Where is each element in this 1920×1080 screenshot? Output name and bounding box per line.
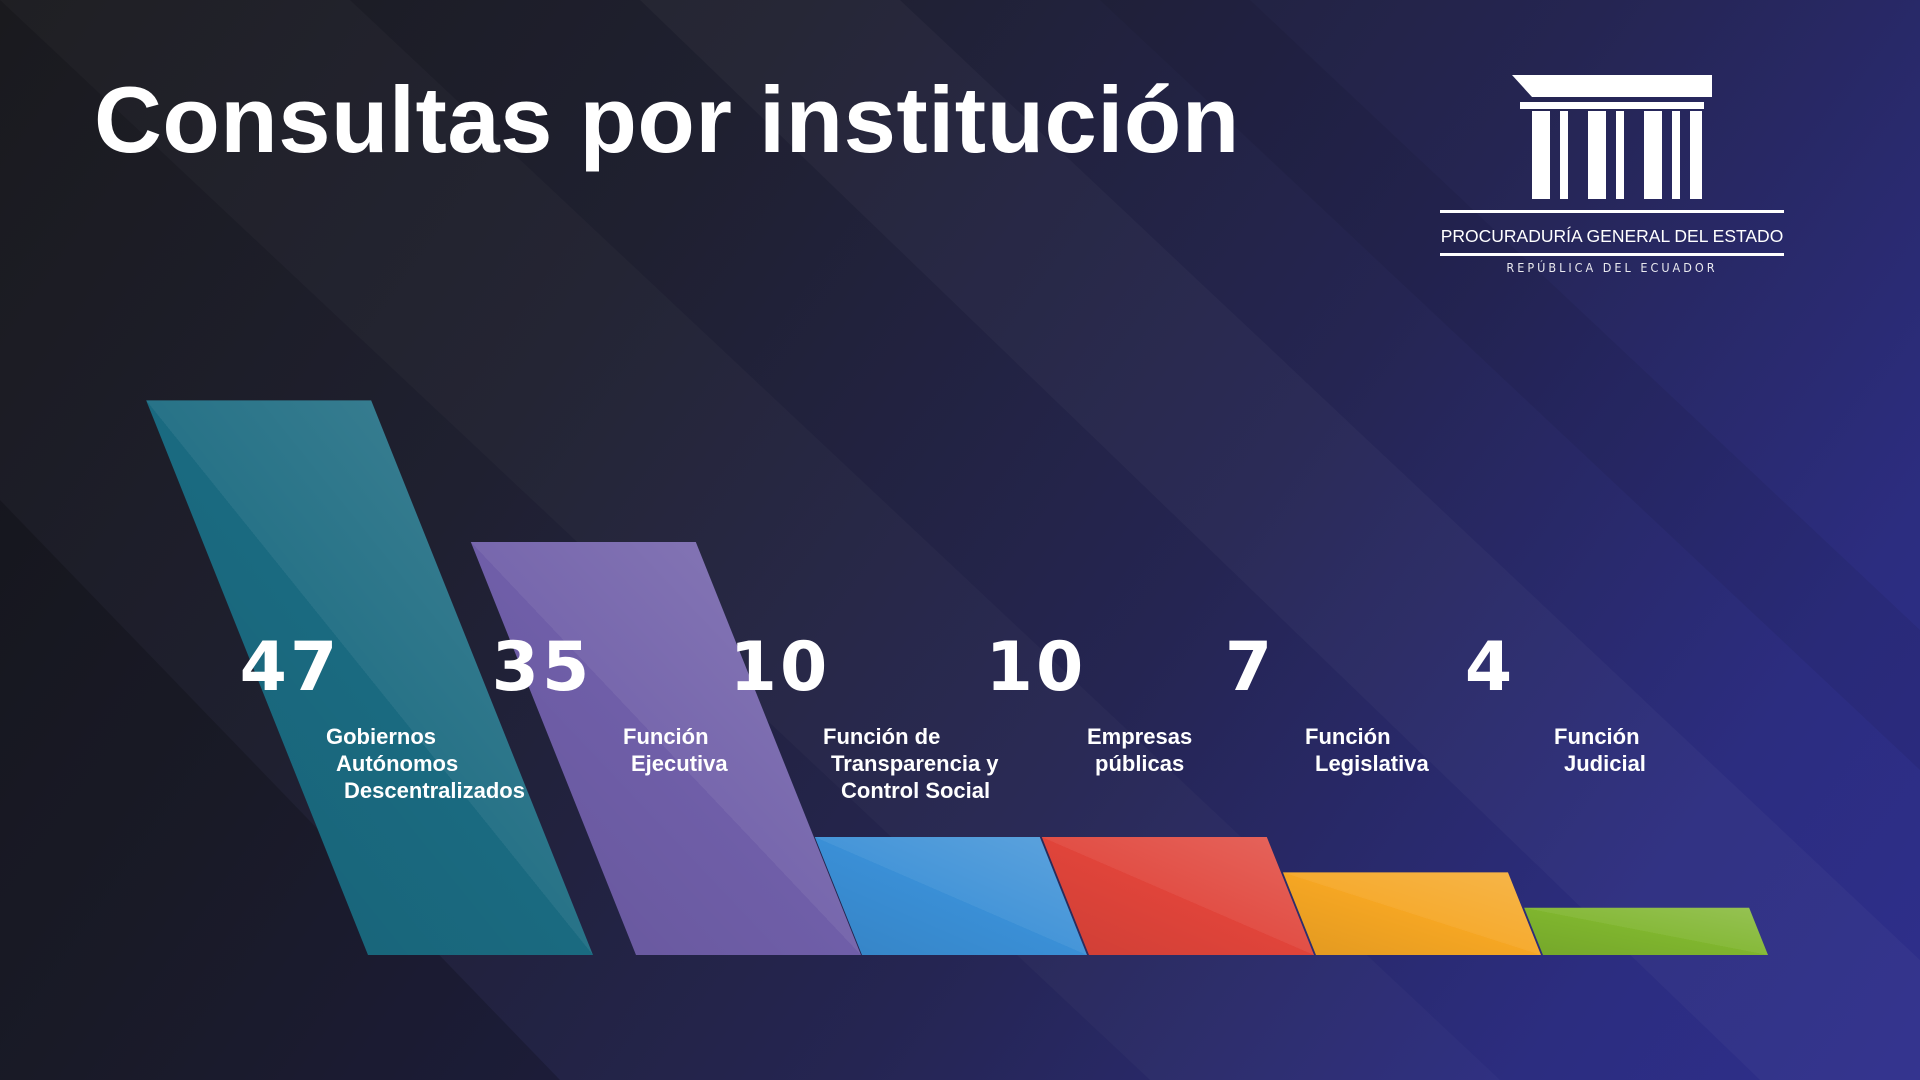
category-label-line: Descentralizados — [344, 778, 525, 803]
category-label-line: Control Social — [841, 778, 991, 803]
data-label-value: 10 — [985, 628, 1087, 707]
logo-rule — [1440, 253, 1784, 256]
category-label: Empresas públicas — [1087, 723, 1192, 777]
procuraduria-logo: PROCURADURÍA GENERAL DEL ESTADO REPÚBLIC… — [1440, 70, 1784, 285]
category-label-line: Gobiernos — [326, 724, 437, 749]
category-label: Función de Transparencia y Control Social — [823, 723, 999, 804]
category-label: Gobiernos Autónomos Descentralizados — [326, 723, 525, 804]
category-label-line: Autónomos — [336, 751, 459, 776]
category-label: Función Judicial — [1554, 723, 1646, 777]
category-label-line: Ejecutiva — [631, 751, 728, 776]
bar-shade-1 — [146, 400, 593, 955]
category-label-line: Función — [1305, 724, 1391, 749]
bar-shade-3 — [814, 837, 1087, 955]
bar-shade-5 — [1282, 872, 1541, 955]
category-label: Función Legislativa — [1305, 723, 1429, 777]
page-title: Consultas por institución — [94, 67, 1240, 172]
columns-icon — [1440, 75, 1784, 213]
category-label-line: Judicial — [1564, 751, 1646, 776]
logo-name: PROCURADURÍA GENERAL DEL ESTADO — [1440, 226, 1784, 246]
bar-shade-2 — [470, 542, 861, 955]
bar-shade-6 — [1524, 907, 1768, 955]
category-label: Función Ejecutiva — [623, 723, 728, 777]
category-label-line: Legislativa — [1315, 751, 1429, 776]
category-label-line: Función — [1554, 724, 1640, 749]
category-label-line: Función de — [823, 724, 941, 749]
data-label-value: 47 — [239, 628, 341, 707]
data-label-value: 4 — [1464, 628, 1516, 707]
data-label-value: 10 — [729, 628, 831, 707]
logo-subtitle: REPÚBLICA DEL ECUADOR — [1506, 260, 1718, 275]
category-label-line: Empresas — [1087, 724, 1193, 749]
bar-shade-4 — [1041, 837, 1314, 955]
category-label-line: públicas — [1095, 751, 1185, 776]
data-label-value: 7 — [1224, 628, 1276, 707]
category-label-line: Función — [623, 724, 709, 749]
data-label-value: 35 — [491, 628, 593, 707]
category-label-line: Transparencia y — [831, 751, 999, 776]
